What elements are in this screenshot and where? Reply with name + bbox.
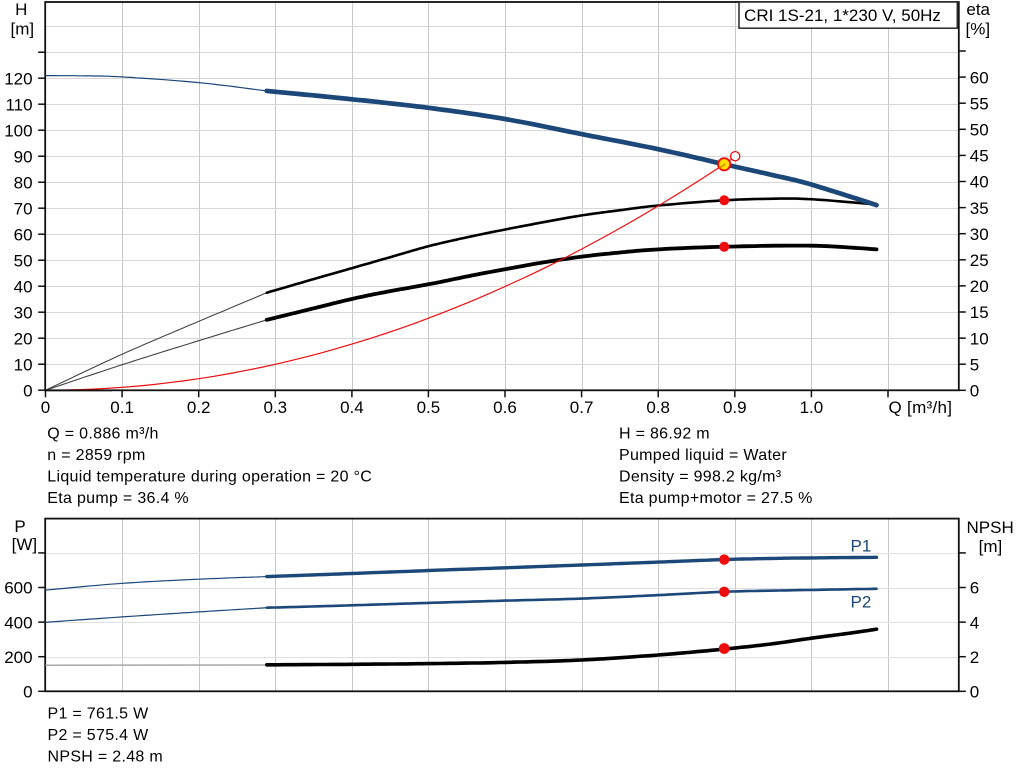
svg-text:0.5: 0.5	[417, 398, 441, 417]
svg-text:0.9: 0.9	[723, 398, 747, 417]
svg-text:200: 200	[4, 648, 32, 667]
svg-text:50: 50	[970, 121, 989, 140]
svg-text:Eta pump = 36.4 %: Eta pump = 36.4 %	[47, 490, 189, 507]
svg-text:P: P	[14, 517, 25, 536]
svg-text:50: 50	[14, 251, 33, 270]
svg-text:P2 = 575.4 W: P2 = 575.4 W	[48, 727, 150, 744]
svg-text:P2: P2	[851, 593, 872, 612]
svg-text:0: 0	[23, 683, 32, 702]
svg-text:Density = 998.2 kg/m³: Density = 998.2 kg/m³	[619, 469, 782, 486]
svg-text:CRI 1S-21, 1*230 V, 50Hz: CRI 1S-21, 1*230 V, 50Hz	[744, 6, 941, 25]
svg-text:20: 20	[970, 277, 989, 296]
svg-text:60: 60	[970, 68, 989, 87]
svg-text:H = 86.92 m: H = 86.92 m	[619, 426, 710, 443]
svg-text:0: 0	[23, 381, 32, 400]
svg-text:120: 120	[4, 69, 32, 88]
svg-text:15: 15	[970, 303, 989, 322]
svg-text:[%]: [%]	[966, 20, 991, 39]
svg-text:eta: eta	[966, 0, 990, 19]
svg-text:0: 0	[970, 683, 979, 702]
svg-text:P1: P1	[851, 537, 872, 556]
svg-text:0.3: 0.3	[263, 398, 287, 417]
svg-text:30: 30	[14, 303, 33, 322]
svg-text:40: 40	[14, 277, 33, 296]
svg-text:70: 70	[14, 199, 33, 218]
svg-text:600: 600	[4, 579, 32, 598]
svg-text:[W]: [W]	[12, 535, 38, 554]
svg-text:45: 45	[970, 147, 989, 166]
svg-text:400: 400	[4, 613, 32, 632]
svg-text:90: 90	[14, 147, 33, 166]
svg-text:0.7: 0.7	[570, 398, 594, 417]
svg-text:6: 6	[970, 579, 979, 598]
svg-text:10: 10	[970, 329, 989, 348]
svg-text:Pumped liquid = Water: Pumped liquid = Water	[619, 447, 787, 464]
svg-text:0: 0	[970, 382, 979, 401]
svg-text:NPSH: NPSH	[967, 518, 1014, 537]
svg-text:Liquid temperature during oper: Liquid temperature during operation = 20…	[47, 469, 372, 486]
svg-text:[m]: [m]	[10, 19, 34, 38]
svg-text:20: 20	[14, 329, 33, 348]
svg-text:10: 10	[14, 355, 33, 374]
svg-text:[m]: [m]	[979, 537, 1003, 556]
svg-text:25: 25	[970, 251, 989, 270]
svg-text:Eta pump+motor = 27.5 %: Eta pump+motor = 27.5 %	[619, 490, 813, 507]
svg-text:5: 5	[970, 355, 979, 374]
svg-text:0: 0	[41, 398, 50, 417]
svg-text:0.2: 0.2	[187, 398, 211, 417]
svg-text:4: 4	[970, 613, 979, 632]
svg-text:0.4: 0.4	[340, 398, 364, 417]
svg-text:0.8: 0.8	[646, 398, 670, 417]
svg-text:P1 = 761.5 W: P1 = 761.5 W	[48, 706, 150, 723]
svg-text:Q = 0.886 m³/h: Q = 0.886 m³/h	[47, 426, 158, 443]
svg-text:110: 110	[5, 95, 32, 114]
svg-text:NPSH = 2.48 m: NPSH = 2.48 m	[48, 749, 164, 766]
svg-text:n = 2859 rpm: n = 2859 rpm	[47, 447, 145, 464]
svg-text:40: 40	[970, 173, 989, 192]
svg-text:35: 35	[970, 199, 989, 218]
svg-text:H: H	[15, 0, 27, 19]
svg-text:80: 80	[14, 173, 33, 192]
svg-text:1.0: 1.0	[800, 398, 824, 417]
svg-text:30: 30	[970, 225, 989, 244]
svg-text:55: 55	[970, 94, 989, 113]
svg-text:0.6: 0.6	[493, 398, 517, 417]
svg-text:60: 60	[14, 225, 33, 244]
svg-text:Q [m³/h]: Q [m³/h]	[889, 398, 953, 417]
svg-text:0.1: 0.1	[110, 398, 134, 417]
svg-text:2: 2	[970, 648, 979, 667]
svg-text:100: 100	[4, 121, 32, 140]
